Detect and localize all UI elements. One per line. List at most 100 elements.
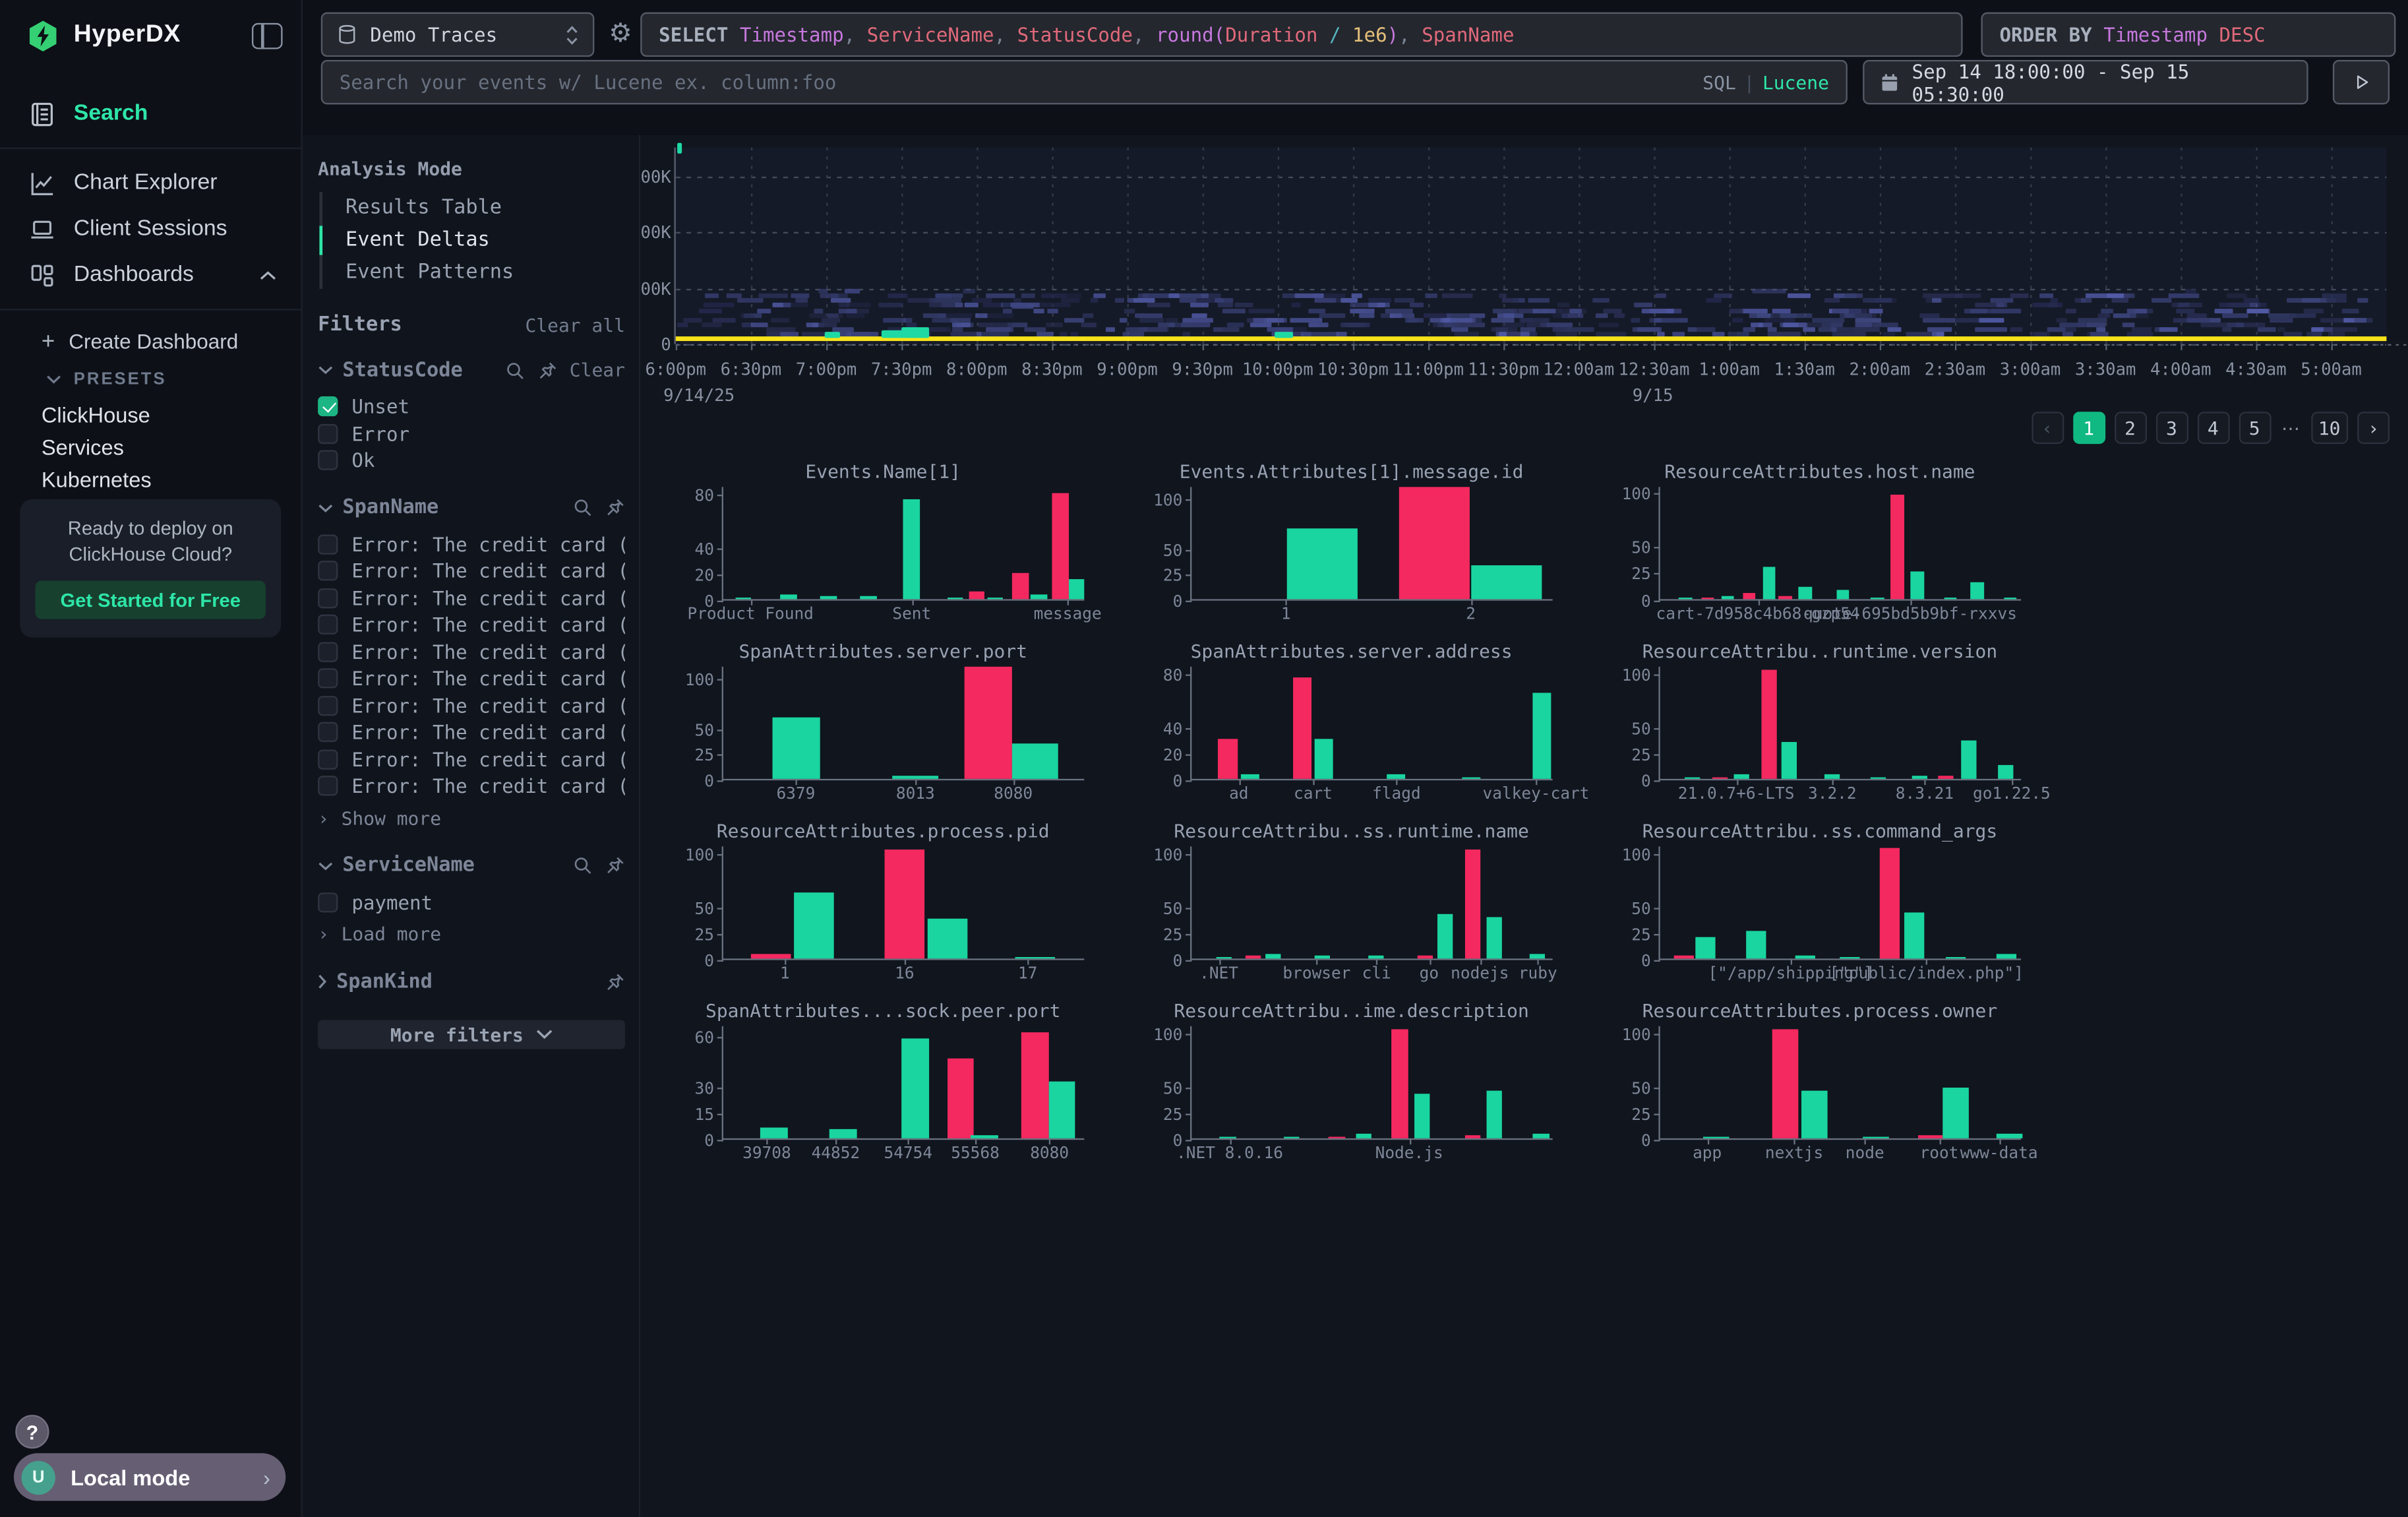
analysis-mode-item-results-table[interactable]: Results Table	[322, 192, 625, 224]
checkbox[interactable]	[318, 450, 338, 471]
heatmap-cell	[1443, 322, 1462, 327]
pagination-page-3[interactable]: 3	[2155, 412, 2188, 445]
filter-checkbox-item[interactable]: Error: The credit card (…	[318, 611, 625, 638]
filter-checkbox-item[interactable]: Error	[318, 420, 625, 447]
sidebar-item-label: Search	[73, 101, 148, 126]
checkbox[interactable]	[318, 668, 338, 689]
order-by-input[interactable]: ORDER BY Timestamp DESC	[1981, 12, 2396, 57]
filter-checkbox-item[interactable]: Error: The credit card (…	[318, 557, 625, 584]
pin-icon[interactable]	[605, 498, 625, 518]
y-tick-mark	[1186, 1113, 1192, 1115]
checkbox[interactable]	[318, 695, 338, 716]
checkbox[interactable]	[318, 423, 338, 444]
filter-checkbox-item[interactable]: payment	[318, 888, 625, 915]
bar	[1795, 955, 1815, 959]
checkbox[interactable]	[318, 641, 338, 662]
pagination-page-2[interactable]: 2	[2114, 412, 2146, 445]
checkbox[interactable]	[318, 396, 338, 417]
filters-title: Filters	[318, 313, 402, 337]
search-icon[interactable]	[573, 498, 593, 518]
sidebar-item-clickhouse[interactable]: ClickHouse	[41, 402, 150, 427]
filter-checkbox-item[interactable]: Error: The credit card (…	[318, 773, 625, 800]
more-filters-button[interactable]: More filters	[318, 1020, 625, 1049]
checkbox[interactable]	[318, 534, 338, 555]
sidebar-item-services[interactable]: Services	[41, 433, 124, 459]
checkbox[interactable]	[318, 722, 338, 743]
analysis-mode-item-event-patterns[interactable]: Event Patterns	[322, 257, 625, 289]
search-icon[interactable]	[505, 360, 525, 380]
checkbox[interactable]	[318, 776, 338, 797]
help-button[interactable]: ?	[15, 1415, 49, 1449]
local-mode-menu[interactable]: U Local mode ›	[13, 1453, 286, 1501]
sidebar-item-client-sessions[interactable]: Client Sessions	[0, 206, 301, 252]
filter-section-header-servicename[interactable]: ServiceName	[318, 853, 625, 878]
filter-checkbox-item[interactable]: Error: The credit card (…	[318, 692, 625, 719]
source-select[interactable]: Demo Traces	[320, 12, 595, 57]
get-started-button[interactable]: Get Started for Free	[35, 580, 266, 619]
show-more-button[interactable]: › Show more	[318, 807, 442, 829]
lucene-toggle[interactable]: Lucene	[1762, 71, 1829, 93]
sidebar-item-dashboards[interactable]: Dashboards	[0, 252, 301, 298]
sidebar-item-kubernetes[interactable]: Kubernetes	[41, 466, 152, 491]
checkbox[interactable]	[318, 615, 338, 635]
x-tick-label: 1	[1280, 605, 1291, 624]
bar	[903, 500, 920, 600]
checkbox[interactable]	[318, 749, 338, 770]
pagination-page-10[interactable]: 10	[2310, 412, 2349, 445]
filter-checkbox-item[interactable]: Error: The credit card (…	[318, 584, 625, 611]
filter-section-header-spankind[interactable]: SpanKind	[318, 970, 625, 994]
pin-icon[interactable]	[605, 855, 625, 875]
filter-checkbox-item[interactable]: Error: The credit card (…	[318, 531, 625, 558]
pin-icon[interactable]	[605, 972, 625, 991]
filter-checkbox-item[interactable]: Error: The credit card (…	[318, 719, 625, 746]
clear-all-button[interactable]: Clear all	[525, 314, 625, 336]
x-axis-label: 6:30pm	[720, 359, 782, 380]
search-input[interactable]: Search your events w/ Lucene ex. column:…	[320, 59, 1848, 105]
timeline-plot[interactable]: 6:00pm 6:30pm 7:00pm 7:30pm 8:00pm 8:30pm 9:00…	[646, 142, 2408, 406]
heatmap-cell	[963, 289, 975, 294]
date-range-picker[interactable]: Sep 14 18:00:00 - Sep 15 05:30:00	[1863, 59, 2308, 106]
sql-toggle[interactable]: SQL	[1702, 71, 1736, 93]
sidebar-item-search[interactable]: Search	[0, 90, 301, 137]
analysis-mode-item-event-deltas[interactable]: Event Deltas	[319, 224, 625, 257]
filter-checkbox-item[interactable]: Error: The credit card (…	[318, 638, 625, 666]
heatmap-cell	[1249, 322, 1272, 327]
pagination-page-5[interactable]: 5	[2238, 412, 2271, 445]
heatmap-cell	[1764, 317, 1794, 323]
gridline	[1503, 147, 1505, 344]
pagination-page-1[interactable]: 1	[2072, 412, 2105, 445]
bar	[860, 596, 877, 600]
create-dashboard-button[interactable]: + Create Dashboard	[0, 321, 301, 361]
bar	[1286, 528, 1358, 600]
heatmap-cell	[1288, 332, 1302, 337]
select-query-input[interactable]: SELECT Timestamp, ServiceName, StatusCod…	[640, 12, 1963, 57]
search-icon[interactable]	[573, 855, 593, 875]
pagination-page-4[interactable]: 4	[2196, 412, 2229, 445]
sidebar-item-chart-explorer[interactable]: Chart Explorer	[0, 160, 301, 206]
heatmap-cell	[1875, 298, 1897, 303]
pin-icon[interactable]	[537, 360, 557, 380]
filter-section-icons: Clear	[505, 359, 625, 381]
checkbox[interactable]	[318, 892, 338, 912]
filter-section-header-statuscode[interactable]: StatusCode Clear	[318, 358, 625, 383]
sidebar-collapse-icon[interactable]	[251, 22, 283, 49]
checkbox[interactable]	[318, 561, 338, 581]
bar	[1911, 572, 1924, 600]
filter-checkbox-item[interactable]: Error: The credit card (…	[318, 746, 625, 773]
load-more-button[interactable]: › Load more	[318, 923, 442, 945]
x-axis-label: 3:00am	[1999, 359, 2061, 380]
heatmap-cell	[950, 317, 971, 323]
clear-filter-button[interactable]: Clear	[569, 359, 625, 381]
run-query-button[interactable]	[2332, 59, 2390, 105]
checkbox[interactable]	[318, 588, 338, 608]
pagination-next-button[interactable]: ›	[2357, 412, 2390, 445]
presets-toggle[interactable]: PRESETS	[0, 361, 301, 398]
filter-checkbox-item[interactable]: Unset	[318, 393, 625, 420]
heatmap-cell	[1409, 303, 1424, 308]
gear-icon[interactable]: ⚙	[609, 18, 632, 48]
filter-checkbox-item[interactable]: Ok	[318, 447, 625, 474]
search-placeholder: Search your events w/ Lucene ex. column:…	[339, 71, 837, 94]
pagination-prev-button[interactable]: ‹	[2031, 412, 2064, 445]
filter-checkbox-item[interactable]: Error: The credit card (…	[318, 665, 625, 692]
filter-section-header-spanname[interactable]: SpanName	[318, 495, 625, 520]
